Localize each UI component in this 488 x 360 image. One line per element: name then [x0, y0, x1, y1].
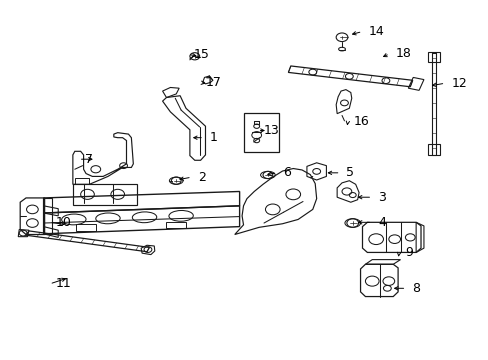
Text: 1: 1	[209, 131, 217, 144]
Text: 13: 13	[263, 124, 279, 137]
Text: 14: 14	[367, 25, 383, 38]
Text: 6: 6	[283, 166, 290, 179]
Text: 7: 7	[84, 153, 92, 166]
Text: 2: 2	[197, 171, 205, 184]
Bar	[243, 113, 278, 152]
Text: 5: 5	[346, 166, 354, 179]
Text: 4: 4	[377, 216, 385, 229]
Text: 8: 8	[411, 282, 419, 295]
Text: 12: 12	[450, 77, 466, 90]
Text: 18: 18	[395, 47, 411, 60]
Text: 9: 9	[404, 246, 412, 259]
Text: 15: 15	[193, 48, 209, 61]
Text: 3: 3	[377, 191, 385, 204]
Text: 16: 16	[353, 115, 369, 128]
Text: 11: 11	[55, 278, 71, 291]
Text: 17: 17	[205, 76, 221, 89]
Text: 10: 10	[55, 216, 71, 229]
